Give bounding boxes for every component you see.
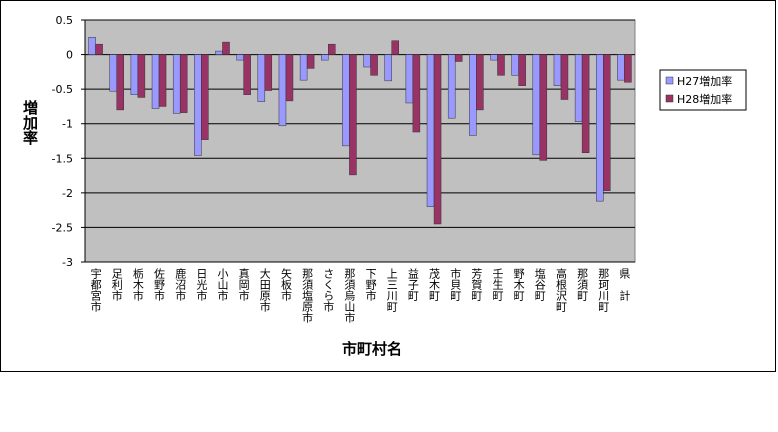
y-tick-label: -0.5 xyxy=(52,83,73,96)
bar xyxy=(603,54,611,192)
x-tick-label: 茂木町 xyxy=(428,267,441,301)
x-tick-label: 栃木市 xyxy=(131,267,144,302)
bar xyxy=(130,54,139,95)
x-tick-label: 塩谷町 xyxy=(533,267,546,301)
bar xyxy=(306,54,315,69)
x-tick-label: 県 計 xyxy=(618,268,631,302)
x-tick-label: 矢板市 xyxy=(279,267,292,302)
x-tick-label: 那須烏山市 xyxy=(343,268,356,324)
legend xyxy=(659,69,747,111)
legend-swatch xyxy=(665,76,674,85)
bar xyxy=(426,54,435,207)
bar xyxy=(342,54,350,147)
bar xyxy=(321,54,329,61)
bar xyxy=(201,54,209,140)
x-tick-label: 芳賀町 xyxy=(470,267,483,301)
x-tick-label: 下野市 xyxy=(364,268,377,302)
bar xyxy=(617,54,625,81)
bar xyxy=(560,54,569,100)
x-tick-label: 那珂川町 xyxy=(597,268,610,312)
x-tick-label: 鹿沼市 xyxy=(174,267,187,302)
legend-label: H28増加率 xyxy=(677,92,732,106)
x-tick-label: 佐野市 xyxy=(153,267,166,302)
bar xyxy=(179,54,188,113)
bar xyxy=(518,54,526,86)
bar xyxy=(539,54,548,161)
bar xyxy=(299,54,308,81)
y-axis-title: 増加率 xyxy=(21,99,39,146)
bar xyxy=(574,54,583,122)
bar xyxy=(596,54,604,202)
bar xyxy=(412,54,421,133)
bar xyxy=(349,54,357,176)
x-tick-label: 高根沢町 xyxy=(554,267,567,312)
bar xyxy=(151,54,160,109)
bar xyxy=(285,54,294,102)
y-tick-label: -3 xyxy=(62,256,73,269)
x-tick-label: 壬生町 xyxy=(491,268,504,301)
bar xyxy=(490,54,498,61)
bar xyxy=(370,54,378,76)
bar xyxy=(278,54,287,127)
bar xyxy=(447,54,456,119)
bar xyxy=(511,54,519,76)
bar xyxy=(469,54,477,136)
x-tick-label: 市貝町 xyxy=(449,267,462,301)
bar xyxy=(137,54,146,98)
bar xyxy=(194,54,202,156)
bar xyxy=(158,54,167,107)
x-tick-label: 大田原市 xyxy=(258,267,271,313)
legend-label: H27増加率 xyxy=(677,74,732,88)
bar xyxy=(88,37,96,55)
bar xyxy=(109,54,117,92)
x-tick-label: 真岡市 xyxy=(237,267,250,302)
bar xyxy=(476,54,484,111)
x-tick-label: 宇都宮市 xyxy=(89,268,102,313)
bar xyxy=(257,54,266,102)
bar xyxy=(405,54,414,104)
x-tick-label: 日光市 xyxy=(195,268,208,302)
bar xyxy=(264,54,273,91)
bar xyxy=(116,54,124,111)
x-tick-label: 那須町 xyxy=(576,268,589,301)
bar xyxy=(384,54,392,82)
x-tick-label: 野木町 xyxy=(512,268,525,301)
bar xyxy=(454,54,463,62)
x-tick-label: さくら市 xyxy=(322,268,335,313)
y-tick-label: 0.5 xyxy=(56,14,74,27)
y-tick-label: -2.5 xyxy=(52,221,73,234)
x-tick-label: 小山市 xyxy=(216,268,229,302)
y-tick-label: 0 xyxy=(66,49,73,62)
y-tick-label: -1.5 xyxy=(52,152,73,165)
y-tick-label: -2 xyxy=(62,187,73,200)
x-tick-label: 那須塩原市 xyxy=(301,268,314,324)
bar xyxy=(222,41,230,55)
bar xyxy=(553,54,562,86)
bar xyxy=(95,43,103,55)
bar xyxy=(215,50,223,55)
legend-swatch xyxy=(665,94,674,103)
bar xyxy=(497,54,505,76)
bar xyxy=(243,54,251,95)
plot-area xyxy=(84,19,636,263)
bar xyxy=(363,54,371,68)
bar xyxy=(328,43,336,55)
bar xyxy=(624,54,632,83)
bar xyxy=(433,54,442,225)
y-tick-label: -1 xyxy=(62,118,73,131)
bar xyxy=(236,54,244,61)
x-axis-title: 市町村名 xyxy=(342,340,402,358)
x-tick-label: 上三川町 xyxy=(385,268,398,312)
bar xyxy=(532,54,541,156)
x-tick-label: 足利市 xyxy=(110,268,123,302)
x-tick-label: 益子町 xyxy=(406,267,419,301)
bar xyxy=(391,40,399,55)
bar xyxy=(172,54,181,114)
bar xyxy=(581,54,590,154)
